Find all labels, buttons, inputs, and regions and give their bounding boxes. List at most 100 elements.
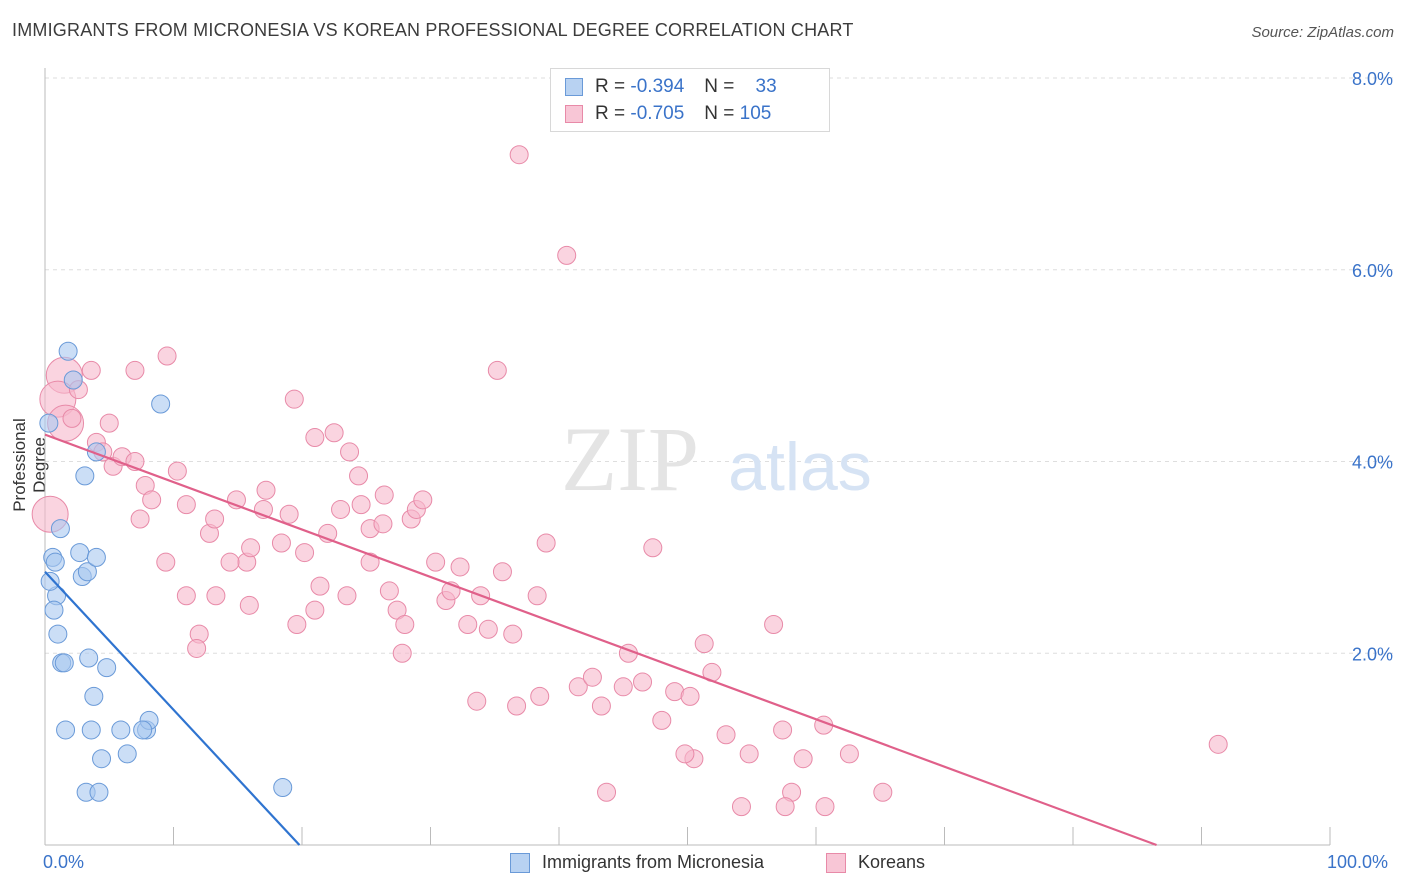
korean-point [176,495,196,515]
micronesia-point [63,370,83,390]
stats-legend: R = -0.394 N = 33 R = -0.705 N = 105 [550,68,830,132]
micronesia-point [84,686,104,706]
korean-point [503,624,523,644]
legend-r-value: -0.705 [630,103,685,124]
korean-point [694,634,714,654]
korean-point [99,413,119,433]
korean-point [731,797,751,817]
korean-point [241,538,261,558]
micronesia-point [151,394,171,414]
korean-point [557,245,577,265]
korean-point [530,686,550,706]
micronesia-point [77,562,97,582]
korean-point [373,514,393,534]
korean-point [773,720,793,740]
korean-point [305,600,325,620]
micronesia-point [39,413,59,433]
korean-point [142,490,162,510]
korean-point [458,614,478,634]
korean-point [130,509,150,529]
korean-point [591,696,611,716]
micronesia-point [75,466,95,486]
korean-point [349,466,369,486]
korean-point [81,360,101,380]
micronesia-point [40,571,60,591]
korean-point [509,145,529,165]
korean-point [487,360,507,380]
korean-point [492,562,512,582]
korean-point [536,533,556,553]
micronesia-point [86,547,106,567]
korean-point [764,614,784,634]
korean-point [374,485,394,505]
legend-r-label: R = [595,103,626,124]
korean-point [873,782,893,802]
korean-point [239,595,259,615]
legend-r-value: -0.394 [630,76,685,97]
micronesia-point [273,777,293,797]
korean-point [582,667,602,687]
micronesia-point [54,653,74,673]
korean-point [284,389,304,409]
micronesia-point [111,720,131,740]
korean-point [613,677,633,697]
korean-point [125,360,145,380]
micronesia-point [44,600,64,620]
micronesia-point [89,782,109,802]
korean-point [206,586,226,606]
korean-point [379,581,399,601]
micronesia-point [79,648,99,668]
micronesia-point [70,543,90,563]
axes [44,68,1331,846]
y-tick-label: 8.0% [1352,69,1393,89]
svg-text:ZIP: ZIP [561,408,699,510]
korean-point [675,744,695,764]
korean-point [205,509,225,529]
korean-point [287,614,307,634]
svg-text:atlas: atlas [728,429,872,505]
y-tick-label: 4.0% [1352,453,1393,473]
korean-point [310,576,330,596]
korean-point [176,586,196,606]
y-tick-label: 2.0% [1352,644,1393,664]
micronesia-point [117,744,137,764]
korean-point [680,686,700,706]
chart-title: IMMIGRANTS FROM MICRONESIA VS KOREAN PRO… [12,20,854,40]
korean-point [331,499,351,519]
pink-swatch-icon [826,852,846,873]
legend-n-value: 105 [739,103,772,124]
zipatlas-watermark: ZIP atlas [561,408,872,510]
korean-point [279,504,299,524]
korean-point [392,643,412,663]
legend-item-micronesia: Immigrants from Micronesia [510,852,764,873]
micronesia-point [92,749,112,769]
korean-point [527,586,547,606]
micronesia-point [56,720,76,740]
y-tick-label: 6.0% [1352,261,1393,281]
legend-row-koreans: R = -0.705 N = 105 [565,103,771,125]
korean-point [426,552,446,572]
korean-point [156,552,176,572]
korean-point [815,797,835,817]
legend-item-koreans: Koreans [826,852,925,873]
korean-point [167,461,187,481]
korean-point [351,495,371,515]
korean-point [305,428,325,448]
micronesia-point [97,658,117,678]
korean-point [716,725,736,745]
korean-point [340,442,360,462]
korean-point [643,538,663,558]
micronesia-point [133,720,153,740]
korean-point [256,480,276,500]
korean-point [62,408,82,428]
x-tick-right: 100.0% [1327,852,1389,872]
legend-n-label: N = [704,103,735,124]
blue-swatch-icon [565,78,583,96]
korean-point [633,672,653,692]
korean-point [478,619,498,639]
legend-label: Koreans [858,852,926,872]
korean-point [360,552,380,572]
micronesia-point [81,720,101,740]
korean-point [271,533,291,553]
